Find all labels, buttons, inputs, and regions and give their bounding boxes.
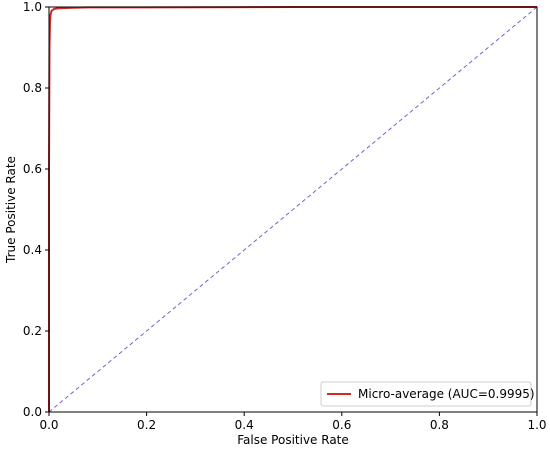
y-tick-label: 0.0 xyxy=(23,405,42,419)
y-tick-label: 0.8 xyxy=(23,81,42,95)
plot-frame xyxy=(48,6,538,413)
legend-box xyxy=(320,381,532,407)
x-tick-label: 0.0 xyxy=(39,418,58,432)
y-tick-label: 0.2 xyxy=(23,324,42,338)
x-axis-ticks: 0.0 0.2 0.4 0.6 0.8 1.0 xyxy=(39,412,547,432)
y-tick-label: 0.4 xyxy=(23,243,42,257)
y-axis-label: True Positive Rate xyxy=(4,156,18,264)
x-tick-label: 0.8 xyxy=(430,418,449,432)
legend: Micro-average (AUC=0.9995) xyxy=(320,381,535,407)
y-tick-label: 1.0 xyxy=(23,0,42,14)
x-axis-label: False Positive Rate xyxy=(237,433,349,447)
y-tick-label: 0.6 xyxy=(23,162,42,176)
x-tick-label: 1.0 xyxy=(527,418,546,432)
y-axis-ticks: 0.0 0.2 0.4 0.6 0.8 1.0 xyxy=(23,0,49,419)
series-line-chance-diagonal xyxy=(48,6,538,413)
x-tick-label: 0.2 xyxy=(137,418,156,432)
legend-entry-micro-average: Micro-average (AUC=0.9995) xyxy=(358,387,535,401)
plot-lines xyxy=(48,6,538,413)
x-tick-label: 0.6 xyxy=(332,418,351,432)
x-tick-label: 0.4 xyxy=(235,418,254,432)
